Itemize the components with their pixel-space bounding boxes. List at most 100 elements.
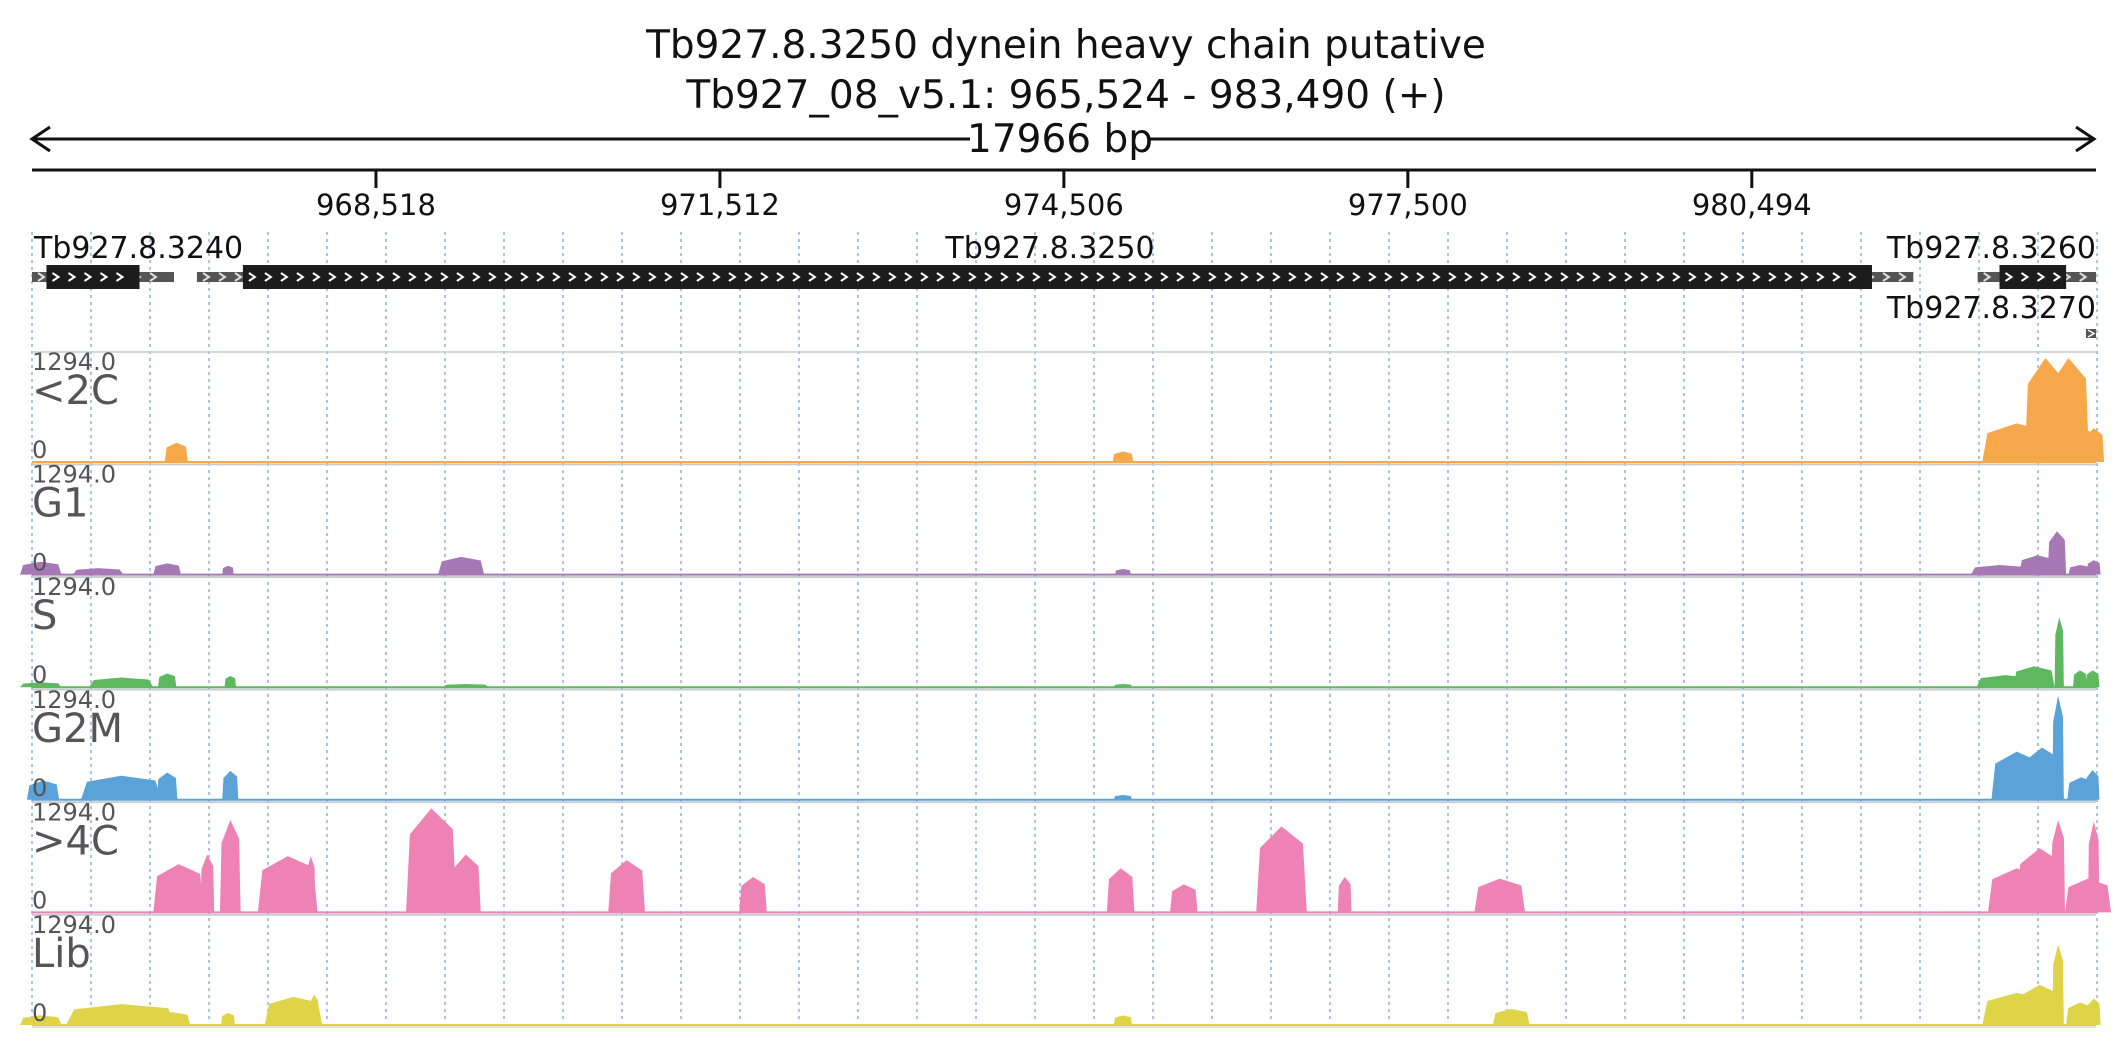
coverage-peak: [306, 856, 316, 913]
track-name: >4C: [32, 818, 119, 864]
coverage-peak: [438, 556, 485, 575]
strand-chevron-icon: [1128, 272, 1137, 282]
strand-chevron-icon: [472, 272, 481, 282]
coverage-peak: [1114, 568, 1131, 575]
gene-cds: [46, 265, 140, 289]
strand-chevron-icon: [776, 272, 785, 282]
strand-chevron-icon: [808, 272, 817, 282]
strand-chevron-icon: [1624, 272, 1633, 282]
coverage-peak: [156, 772, 178, 800]
strand-chevron-icon: [1048, 272, 1057, 282]
strand-chevron-icon: [1416, 272, 1425, 282]
gene-Tb927-8-3270[interactable]: Tb927.8.3270: [1886, 291, 2096, 338]
strand-chevron-icon: [904, 272, 913, 282]
track-name: <2C: [32, 368, 119, 414]
coverage-peak: [2085, 770, 2100, 800]
strand-chevron-icon: [1400, 272, 1409, 282]
axis-tick-label: 980,494: [1692, 188, 1812, 222]
track-scale-max: 1294.0: [32, 348, 116, 376]
coverage-peak: [20, 682, 62, 688]
coverage-peak: [2052, 944, 2064, 1025]
strand-chevron-icon: [872, 272, 881, 282]
strand-chevron-icon: [37, 272, 46, 282]
coverage-peak: [20, 1015, 62, 1025]
axis-tick-label: 968,518: [316, 188, 436, 222]
strand-chevron-icon: [1784, 272, 1793, 282]
strand-chevron-icon: [2079, 272, 2088, 282]
strand-chevron-icon: [234, 272, 243, 282]
coverage-peak: [2073, 670, 2087, 688]
strand-chevron-icon: [296, 272, 305, 282]
gene-Tb927-8-3240[interactable]: Tb927.8.3240: [32, 231, 243, 289]
strand-chevron-icon: [1544, 272, 1553, 282]
span-length-label: 17966 bp: [967, 117, 1153, 162]
strand-chevron-icon: [712, 272, 721, 282]
strand-chevron-icon: [744, 272, 753, 282]
strand-chevron-icon: [202, 272, 211, 282]
gene-label: Tb927.8.3250: [944, 231, 1154, 266]
coverage-peak: [153, 563, 181, 575]
coverage-peak: [221, 1012, 235, 1025]
strand-chevron-icon: [488, 272, 497, 282]
track-scale-max: 1294.0: [32, 461, 116, 489]
strand-chevron-icon: [568, 272, 577, 282]
strand-chevron-icon: [1496, 272, 1505, 282]
coverage-peak: [1113, 794, 1133, 800]
strand-chevron-icon: [632, 272, 641, 282]
strand-chevron-icon: [1240, 272, 1249, 282]
gene-Tb927-8-3260[interactable]: Tb927.8.3260: [1886, 231, 2096, 289]
strand-chevron-icon: [1144, 272, 1153, 282]
strand-chevron-icon: [392, 272, 401, 282]
strand-chevron-icon: [1336, 272, 1345, 282]
coverage-peak: [222, 565, 234, 575]
strand-chevron-icon: [1800, 272, 1809, 282]
track-name: G2M: [32, 706, 123, 752]
strand-chevron-icon: [696, 272, 705, 282]
coverage-peak: [2052, 695, 2064, 800]
strand-chevron-icon: [1224, 272, 1233, 282]
gene-title: Tb927.8.3250 dynein heavy chain putative: [645, 23, 1486, 68]
strand-chevron-icon: [504, 272, 513, 282]
gene-cds: [242, 265, 1872, 289]
coverage-peak: [2047, 531, 2067, 575]
strand-chevron-icon: [536, 272, 545, 282]
coverage-peak: [2086, 560, 2101, 575]
coverage-peak: [739, 877, 767, 913]
strand-chevron-icon: [424, 272, 433, 282]
strand-chevron-icon: [1983, 272, 1992, 282]
gene-utr: [2086, 329, 2096, 338]
strand-chevron-icon: [1464, 272, 1473, 282]
coverage-peak: [88, 677, 154, 688]
gene-cds: [1999, 265, 2067, 289]
strand-chevron-icon: [520, 272, 529, 282]
gene-models: Tb927.8.3240 Tb927.8.3250 Tb927.8.3260 Tb92…: [32, 231, 2096, 338]
axis-tick-label: 971,512: [660, 188, 780, 222]
strand-chevron-icon: [1032, 272, 1041, 282]
coverage-peak: [608, 860, 646, 913]
strand-chevron-icon: [1768, 272, 1777, 282]
strand-chevron-icon: [67, 272, 77, 282]
coverage-peak: [2054, 617, 2064, 688]
strand-chevron-icon: [1752, 272, 1761, 282]
coverage-peak: [2087, 821, 2100, 913]
strand-chevron-icon: [1848, 272, 1857, 282]
coverage-peak: [1474, 878, 1526, 913]
strand-chevron-icon: [1320, 272, 1329, 282]
strand-chevron-icon: [1736, 272, 1745, 282]
coverage-peak: [1256, 826, 1307, 913]
strand-chevron-icon: [1256, 272, 1265, 282]
coverage-peak: [2016, 848, 2063, 913]
strand-chevron-icon: [1368, 272, 1377, 282]
coverage-peak: [200, 854, 215, 913]
strand-chevron-icon: [1288, 272, 1297, 282]
strand-chevron-icon: [1704, 272, 1713, 282]
strand-chevron-icon: [264, 272, 273, 282]
strand-chevron-icon: [149, 272, 158, 282]
strand-chevron-icon: [99, 272, 109, 282]
coverage-peak: [450, 854, 481, 913]
strand-chevron-icon: [1272, 272, 1281, 282]
strand-chevron-icon: [248, 272, 257, 282]
gene-Tb927-8-3250[interactable]: Tb927.8.3250: [196, 231, 1914, 289]
strand-chevron-icon: [440, 272, 449, 282]
